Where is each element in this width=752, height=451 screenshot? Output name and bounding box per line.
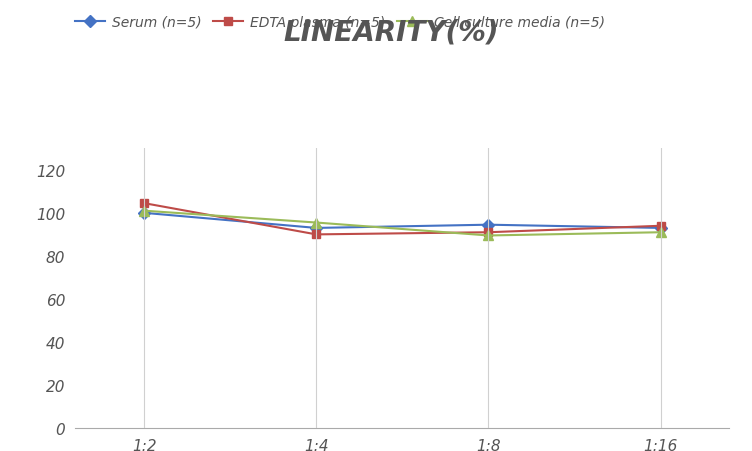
Line: Cell culture media (n=5): Cell culture media (n=5) — [139, 207, 666, 241]
Text: LINEARITY(%): LINEARITY(%) — [284, 18, 499, 46]
EDTA plasma (n=5) — [140, 201, 149, 207]
Cell culture media (n=5) — [656, 230, 665, 235]
Cell culture media (n=5) — [312, 221, 321, 226]
Serum (n=5) — [312, 226, 321, 231]
Serum (n=5) — [656, 226, 665, 231]
Line: Serum (n=5): Serum (n=5) — [140, 209, 665, 233]
Cell culture media (n=5) — [140, 208, 149, 214]
EDTA plasma (n=5) — [312, 232, 321, 238]
EDTA plasma (n=5) — [484, 230, 493, 235]
Legend: Serum (n=5), EDTA plasma (n=5), Cell culture media (n=5): Serum (n=5), EDTA plasma (n=5), Cell cul… — [69, 10, 611, 36]
Line: EDTA plasma (n=5): EDTA plasma (n=5) — [140, 199, 665, 239]
EDTA plasma (n=5) — [656, 224, 665, 229]
Cell culture media (n=5) — [484, 233, 493, 239]
Serum (n=5) — [140, 211, 149, 216]
Serum (n=5) — [484, 222, 493, 228]
